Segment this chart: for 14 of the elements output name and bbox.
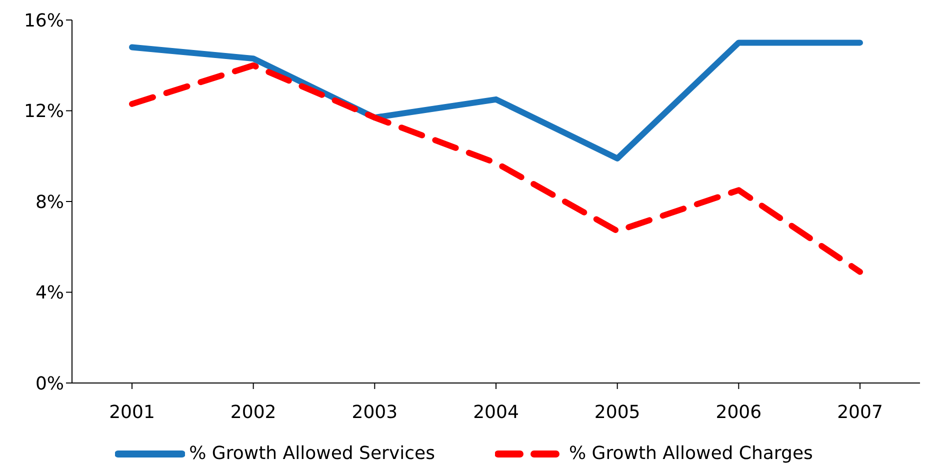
- legend-label: % Growth Allowed Services: [189, 443, 435, 464]
- x-tick-label: 2006: [716, 402, 762, 423]
- y-tick-label: 12%: [24, 101, 64, 122]
- x-tick-label: 2001: [109, 402, 155, 423]
- y-tick-label: 8%: [35, 192, 64, 213]
- x-tick-label: 2004: [473, 402, 519, 423]
- legend-label: % Growth Allowed Charges: [568, 443, 813, 464]
- x-tick-label: 2005: [594, 402, 640, 423]
- y-tick-label: 4%: [35, 282, 64, 304]
- x-tick-label: 2002: [230, 402, 276, 423]
- y-tick-label: 16%: [24, 10, 64, 32]
- y-tick-label: 0%: [35, 373, 64, 394]
- x-tick-label: 2007: [837, 402, 883, 423]
- x-tick-label: 2003: [352, 402, 398, 423]
